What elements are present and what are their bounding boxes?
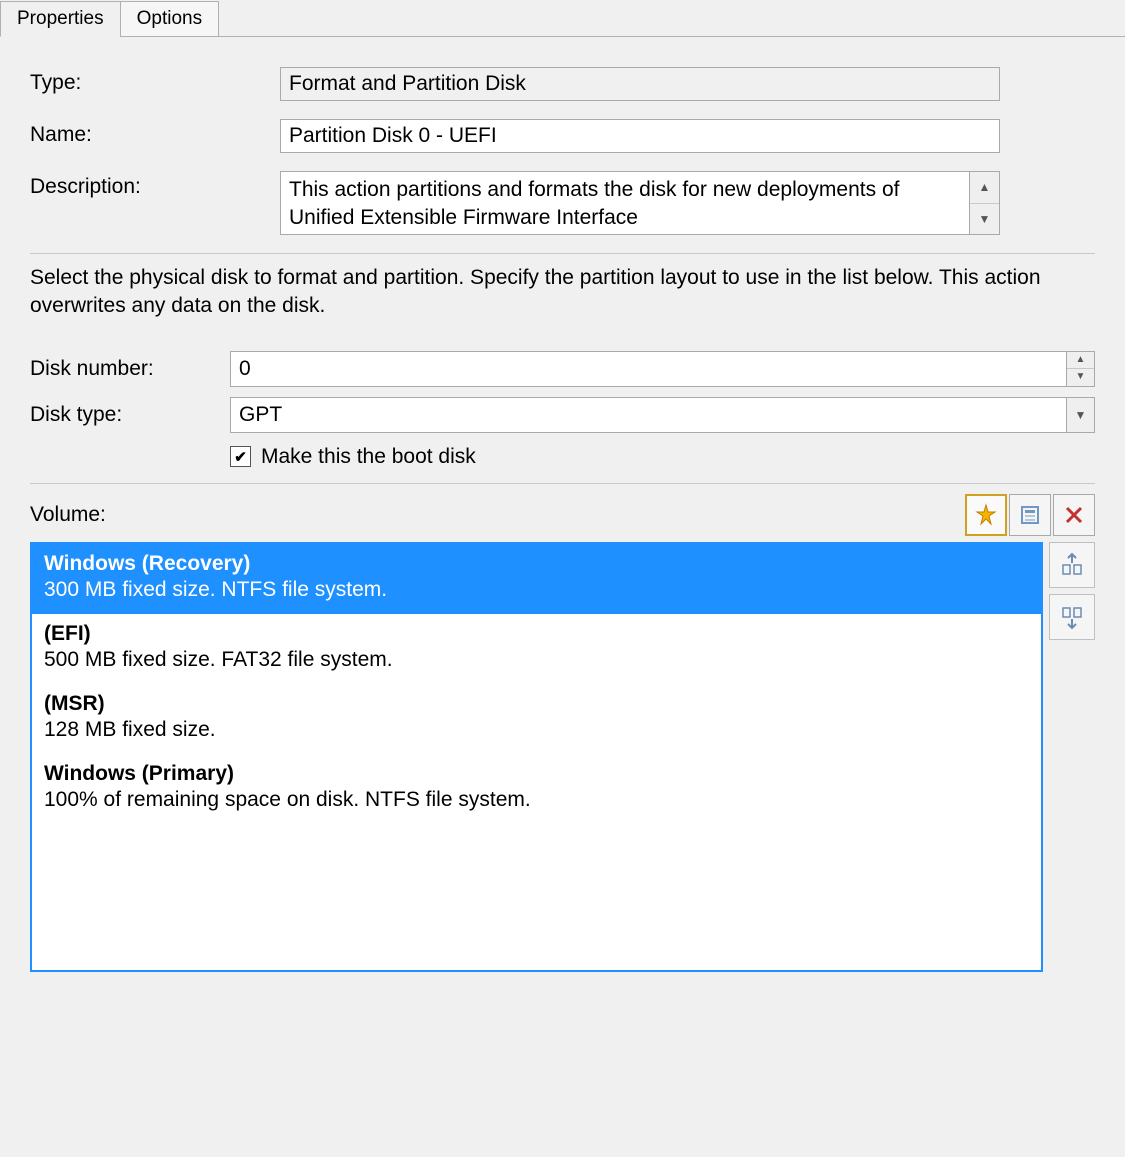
- move-up-icon: [1058, 551, 1086, 579]
- spin-down-icon[interactable]: ▼: [1067, 369, 1094, 386]
- volume-item-desc: 300 MB fixed size. NTFS file system.: [44, 578, 1029, 602]
- new-volume-button[interactable]: [965, 494, 1007, 536]
- volume-item-msr[interactable]: (MSR) 128 MB fixed size.: [32, 684, 1041, 754]
- volume-item-desc: 128 MB fixed size.: [44, 718, 1029, 742]
- tab-properties[interactable]: Properties: [0, 1, 121, 37]
- volume-label: Volume:: [30, 503, 965, 527]
- volume-item-desc: 500 MB fixed size. FAT32 file system.: [44, 648, 1029, 672]
- disk-number-input[interactable]: [230, 351, 1067, 387]
- disk-type-select[interactable]: [230, 397, 1067, 433]
- spin-up-icon[interactable]: ▲: [1067, 352, 1094, 370]
- type-label: Type:: [30, 67, 280, 95]
- instruction-text: Select the physical disk to format and p…: [30, 264, 1095, 321]
- delete-icon: [1063, 504, 1085, 526]
- tab-options[interactable]: Options: [120, 1, 219, 37]
- volume-item-title: (MSR): [44, 692, 1029, 716]
- name-input[interactable]: [280, 119, 1000, 153]
- disk-type-label: Disk type:: [30, 403, 230, 427]
- divider-2: [30, 483, 1095, 484]
- delete-volume-button[interactable]: [1053, 494, 1095, 536]
- volume-item-title: Windows (Primary): [44, 762, 1029, 786]
- name-label: Name:: [30, 119, 280, 147]
- volume-list[interactable]: Windows (Recovery) 300 MB fixed size. NT…: [30, 542, 1043, 972]
- divider: [30, 253, 1095, 254]
- properties-panel: Properties Options Type: Format and Part…: [0, 0, 1125, 982]
- type-field: Format and Partition Disk: [280, 67, 1000, 101]
- scroll-up-icon[interactable]: ▲: [970, 172, 999, 204]
- volume-item-efi[interactable]: (EFI) 500 MB fixed size. FAT32 file syst…: [32, 614, 1041, 684]
- desc-scrollbar[interactable]: ▲ ▼: [970, 171, 1000, 235]
- description-label: Description:: [30, 171, 280, 199]
- volume-item-title: Windows (Recovery): [44, 552, 1029, 576]
- move-down-button[interactable]: [1049, 594, 1095, 640]
- scroll-down-icon[interactable]: ▼: [970, 204, 999, 235]
- star-icon: [974, 503, 998, 527]
- properties-icon: [1019, 504, 1041, 526]
- disk-number-stepper[interactable]: ▲ ▼: [1067, 351, 1095, 387]
- properties-volume-button[interactable]: [1009, 494, 1051, 536]
- volume-side-toolbar: [1049, 542, 1095, 972]
- dropdown-icon[interactable]: ▼: [1067, 397, 1095, 433]
- tab-content: Type: Format and Partition Disk Name: De…: [0, 37, 1125, 982]
- volume-item-recovery[interactable]: Windows (Recovery) 300 MB fixed size. NT…: [32, 544, 1041, 614]
- description-textarea[interactable]: [280, 171, 970, 235]
- move-up-button[interactable]: [1049, 542, 1095, 588]
- disk-number-label: Disk number:: [30, 357, 230, 381]
- volume-item-desc: 100% of remaining space on disk. NTFS fi…: [44, 788, 1029, 812]
- tab-bar: Properties Options: [0, 0, 1125, 37]
- move-down-icon: [1058, 603, 1086, 631]
- boot-disk-checkbox[interactable]: ✔: [230, 446, 251, 467]
- volume-item-primary[interactable]: Windows (Primary) 100% of remaining spac…: [32, 754, 1041, 824]
- volume-toolbar: [965, 494, 1095, 536]
- boot-disk-label: Make this the boot disk: [261, 445, 476, 469]
- volume-item-title: (EFI): [44, 622, 1029, 646]
